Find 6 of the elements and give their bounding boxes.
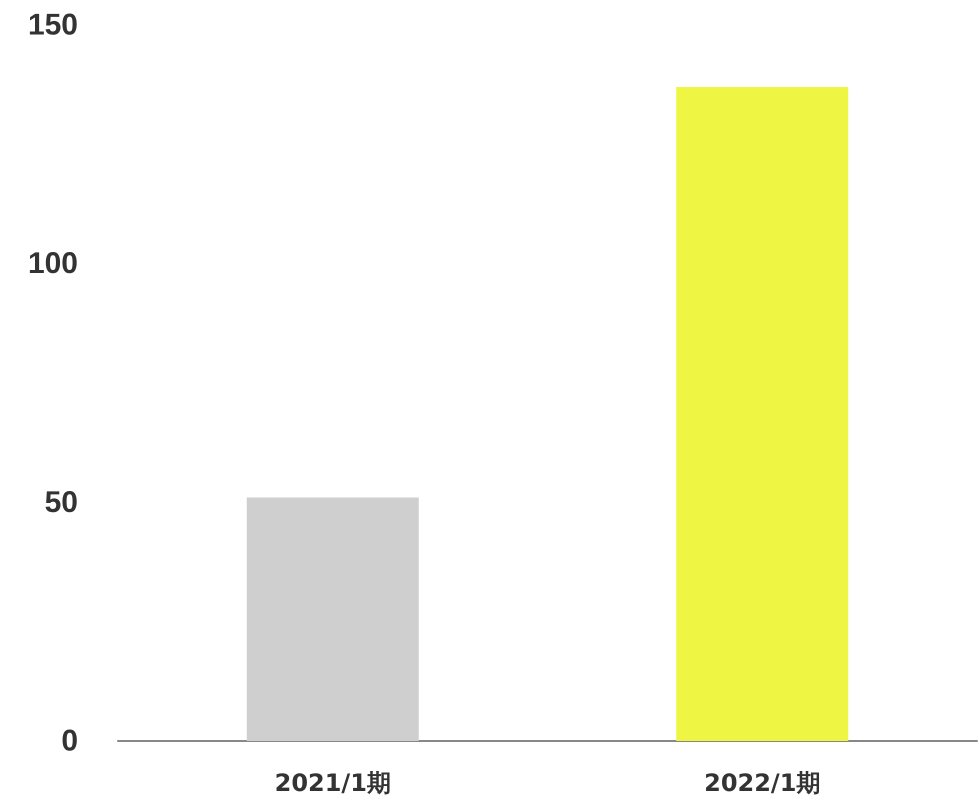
x-tick-label: 2021/1期 [274,769,391,797]
y-tick-label: 100 [28,247,78,280]
y-tick-label: 150 [28,8,78,42]
x-tick-label: 2022/1期 [704,769,820,797]
y-tick-label: 0 [61,724,78,758]
y-tick-label: 50 [44,486,78,519]
